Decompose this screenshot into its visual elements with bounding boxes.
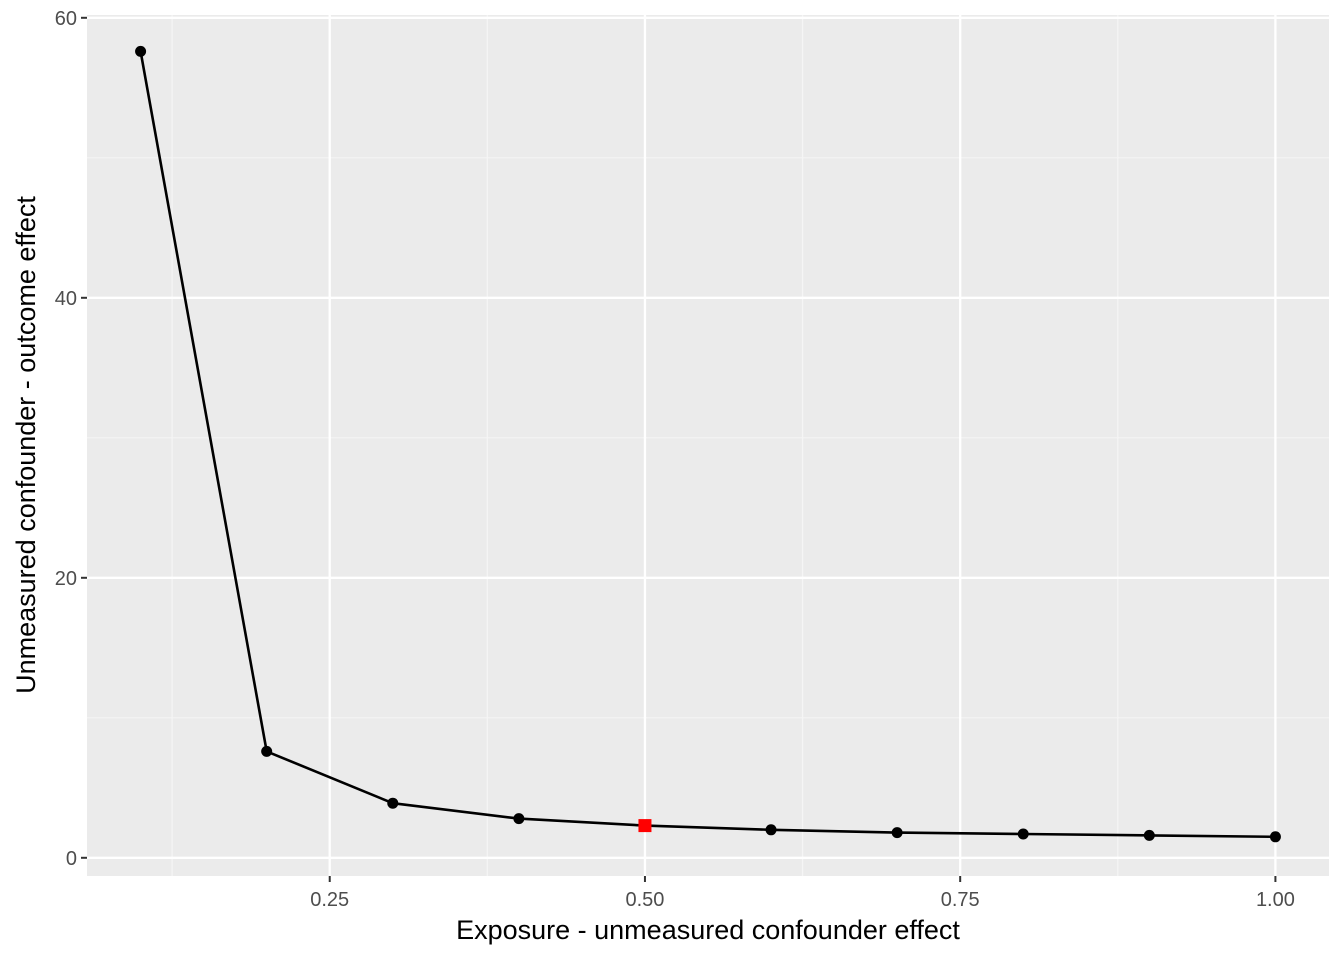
y-tick-label: 20 bbox=[55, 568, 77, 590]
axis-ticks bbox=[81, 16, 1277, 882]
minor-gridlines bbox=[87, 15, 1329, 876]
data-point bbox=[513, 813, 525, 825]
x-axis-tick-labels: 0.25 0.50 0.75 1.00 bbox=[310, 889, 1295, 911]
data-point bbox=[1017, 828, 1029, 840]
x-tick-label: 0.75 bbox=[941, 889, 980, 911]
data-point bbox=[765, 824, 777, 836]
series-layer bbox=[135, 45, 1281, 843]
data-point bbox=[135, 45, 147, 57]
plot-panel bbox=[87, 15, 1329, 876]
data-point bbox=[891, 827, 903, 839]
y-axis-tick-labels: 0 20 40 60 bbox=[55, 8, 77, 870]
y-tick-label: 0 bbox=[66, 848, 77, 870]
x-tick-label: 0.25 bbox=[310, 889, 349, 911]
x-axis-title: Exposure - unmeasured confounder effect bbox=[456, 915, 960, 945]
data-point bbox=[261, 745, 273, 757]
data-point bbox=[387, 797, 399, 809]
y-tick-label: 40 bbox=[55, 288, 77, 310]
highlight-point bbox=[638, 819, 652, 833]
data-point bbox=[1269, 831, 1281, 843]
y-axis-title: Unmeasured confounder - outcome effect bbox=[11, 196, 41, 694]
x-tick-label: 0.50 bbox=[625, 889, 664, 911]
series-line bbox=[139, 51, 1276, 839]
x-tick-label: 1.00 bbox=[1256, 889, 1295, 911]
major-gridlines bbox=[87, 15, 1329, 876]
y-tick-label: 60 bbox=[55, 8, 77, 30]
data-point bbox=[1143, 829, 1155, 841]
